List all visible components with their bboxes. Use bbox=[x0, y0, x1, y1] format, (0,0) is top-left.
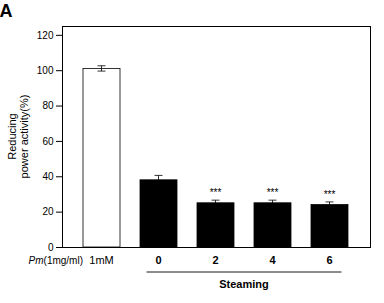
svg-text:100: 100 bbox=[37, 65, 54, 76]
svg-text:80: 80 bbox=[42, 100, 54, 111]
svg-text:A: A bbox=[0, 1, 13, 21]
svg-text:***: *** bbox=[267, 187, 279, 198]
svg-text:20: 20 bbox=[42, 206, 54, 217]
svg-text:Steaming: Steaming bbox=[219, 278, 269, 290]
svg-text:4: 4 bbox=[269, 254, 276, 266]
svg-text:0: 0 bbox=[155, 254, 161, 266]
svg-text:Pm(1mg/ml): Pm(1mg/ml) bbox=[29, 255, 83, 266]
svg-text:Reducingpower activity(%): Reducingpower activity(%) bbox=[6, 95, 30, 179]
svg-text:120: 120 bbox=[37, 30, 54, 41]
svg-text:***: *** bbox=[324, 189, 336, 200]
svg-text:0: 0 bbox=[48, 242, 54, 253]
svg-text:60: 60 bbox=[42, 136, 54, 147]
svg-text:2: 2 bbox=[212, 254, 218, 266]
svg-text:***: *** bbox=[210, 187, 222, 198]
svg-text:1mM: 1mM bbox=[89, 254, 113, 266]
svg-text:6: 6 bbox=[326, 254, 332, 266]
svg-text:40: 40 bbox=[42, 171, 54, 182]
